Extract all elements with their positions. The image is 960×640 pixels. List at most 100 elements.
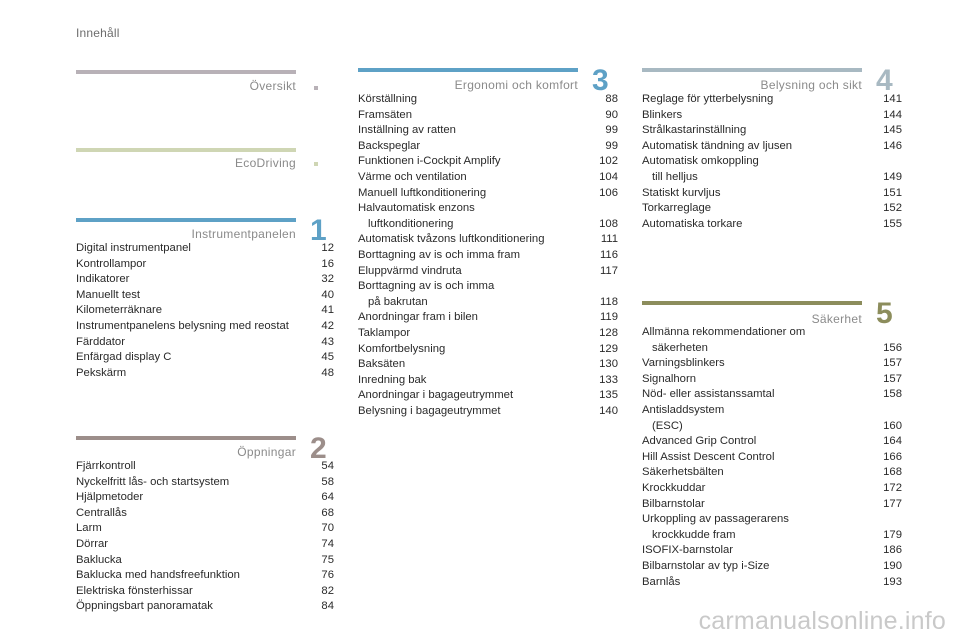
toc-entry[interactable]: Barnlås 193: [642, 575, 902, 591]
toc-entry[interactable]: Strålkastarinställning 145: [642, 123, 902, 139]
toc-entry[interactable]: Nöd- eller assistanssamtal 158: [642, 387, 902, 403]
toc-entry-title: Borttagning av is och imma fram: [358, 248, 520, 261]
toc-entry[interactable]: Hill Assist Descent Control 166: [642, 450, 902, 466]
toc-entry-label: Framsäten: [358, 108, 578, 124]
toc-entry-title: Centrallås: [76, 506, 127, 519]
toc-entry-label: Baklucka med handsfreefunktion: [76, 568, 294, 584]
toc-entry[interactable]: Automatiska torkare 155: [642, 217, 902, 233]
toc-entry[interactable]: Urkoppling av passagerarens krockkudde fr…: [642, 512, 902, 543]
toc-entry-page: 104: [599, 170, 618, 183]
toc-entry[interactable]: Färddator 43: [76, 335, 334, 351]
toc-entry[interactable]: Öppningsbart panoramatak 84: [76, 599, 334, 615]
toc-entry-page: 70: [321, 522, 334, 535]
toc-entry-label: Baksäten: [358, 357, 578, 373]
toc-entry[interactable]: Borttagning av is och imma på bakrutan 118: [358, 279, 618, 310]
toc-entry[interactable]: Inställning av ratten 99: [358, 123, 618, 139]
toc-entry-page: 158: [883, 388, 902, 401]
toc-entry[interactable]: Krockkuddar 172: [642, 481, 902, 497]
toc-entry[interactable]: Blinkers 144: [642, 108, 902, 124]
toc-entry[interactable]: Anordningar i bagageutrymmet 135: [358, 388, 618, 404]
toc-entry[interactable]: Indikatorer 32: [76, 272, 334, 288]
section-number: 4: [876, 64, 893, 97]
toc-list: Allmänna rekommendationer om säkerheten 15…: [642, 325, 902, 590]
toc-entry-page: 140: [599, 404, 618, 417]
toc-entry[interactable]: Elektriska fönsterhissar 82: [76, 584, 334, 600]
toc-entry-page: 32: [321, 273, 334, 286]
toc-entry[interactable]: Automatisk tvåzons luftkonditionering 111: [358, 232, 618, 248]
toc-entry[interactable]: Manuell luftkonditionering 106: [358, 186, 618, 202]
toc-entry[interactable]: Bilbarnstolar av typ i-Size 190: [642, 559, 902, 575]
toc-entry[interactable]: Anordningar fram i bilen 119: [358, 310, 618, 326]
toc-entry[interactable]: Dörrar 74: [76, 537, 334, 553]
toc-entry-title: Baksäten: [358, 358, 406, 371]
toc-entry[interactable]: Digital instrumentpanel 12: [76, 241, 334, 257]
toc-entry-page: 76: [321, 569, 334, 582]
toc-entry[interactable]: Backspeglar 99: [358, 139, 618, 155]
toc-entry[interactable]: Pekskärm 48: [76, 366, 334, 382]
toc-entry[interactable]: Manuellt test 40: [76, 288, 334, 304]
toc-entry[interactable]: Enfärgad display C 45: [76, 350, 334, 366]
toc-entry[interactable]: Instrumentpanelens belysning med reostat…: [76, 319, 334, 335]
section-title: Ergonomi och komfort: [454, 78, 578, 92]
toc-entry-title: Halvautomatisk enzons: [358, 202, 475, 215]
toc-entry-page: 160: [883, 419, 902, 432]
toc-entry[interactable]: Borttagning av is och imma fram 116: [358, 248, 618, 264]
toc-entry[interactable]: Taklampor 128: [358, 326, 618, 342]
toc-entry-title: Komfortbelysning: [358, 342, 446, 355]
toc-entry[interactable]: Funktionen i-Cockpit Amplify 102: [358, 154, 618, 170]
toc-entry[interactable]: Antisladdsystem (ESC) 160: [642, 403, 902, 434]
toc-entry-label: Digital instrumentpanel: [76, 241, 294, 257]
toc-entry-page: 43: [321, 335, 334, 348]
toc-entry[interactable]: Körställning 88: [358, 92, 618, 108]
toc-entry[interactable]: Baklucka med handsfreefunktion 76: [76, 568, 334, 584]
toc-entry[interactable]: Baklucka 75: [76, 553, 334, 569]
section-bar: [358, 68, 578, 72]
toc-entry-page: 190: [883, 559, 902, 572]
toc-entry[interactable]: Hjälpmetoder 64: [76, 490, 334, 506]
toc-entry[interactable]: Eluppvärmd vindruta 117: [358, 264, 618, 280]
toc-entry-title: Inredning bak: [358, 373, 427, 386]
toc-entry[interactable]: Komfortbelysning 129: [358, 342, 618, 358]
toc-entry[interactable]: Baksäten 130: [358, 357, 618, 373]
toc-entry[interactable]: Allmänna rekommendationer om säkerheten 15…: [642, 325, 902, 356]
toc-entry-page: 54: [321, 460, 334, 472]
toc-entry[interactable]: Inredning bak 133: [358, 373, 618, 389]
toc-entry[interactable]: Varningsblinkers 157: [642, 356, 902, 372]
toc-entry[interactable]: ISOFIX-barnstolar 186: [642, 543, 902, 559]
toc-entry-title: Baklucka med handsfreefunktion: [76, 569, 240, 582]
toc-entry-title: Advanced Grip Control: [642, 435, 757, 448]
toc-entry[interactable]: Reglage för ytterbelysning 141: [642, 92, 902, 108]
toc-entry-label: Komfortbelysning: [358, 342, 578, 358]
toc-entry[interactable]: Advanced Grip Control 164: [642, 434, 902, 450]
toc-entry-label: Urkoppling av passagerarens krockkudde fr…: [642, 512, 862, 543]
toc-entry-page: 193: [883, 575, 902, 588]
toc-entry[interactable]: Fjärrkontroll 54: [76, 459, 334, 475]
toc-entry[interactable]: Nyckelfritt lås- och startsystem 58: [76, 475, 334, 491]
toc-entry[interactable]: Belysning i bagageutrymmet 140: [358, 404, 618, 420]
section-belysning-och-sikt: Belysning och sikt 4 Reglage för ytterbe…: [642, 64, 902, 238]
toc-entry-title: Baklucka: [76, 553, 122, 566]
toc-entry-label: Advanced Grip Control: [642, 434, 862, 450]
toc-entry-title-continued: luftkonditionering: [368, 217, 454, 230]
toc-entry[interactable]: Statiskt kurvljus 151: [642, 186, 902, 202]
toc-entry[interactable]: Torkarreglage 152: [642, 201, 902, 217]
toc-entry[interactable]: Säkerhetsbälten 168: [642, 465, 902, 481]
toc-entry[interactable]: Automatisk omkoppling till helljus 149: [642, 154, 902, 185]
toc-entry[interactable]: Kilometerräknare 41: [76, 303, 334, 319]
toc-entry[interactable]: Kontrollampor 16: [76, 257, 334, 273]
toc-entry-page: 155: [883, 217, 902, 230]
toc-entry-title: Elektriska fönsterhissar: [76, 584, 193, 597]
toc-entry-label: Larm: [76, 521, 294, 537]
toc-entry[interactable]: Bilbarnstolar 177: [642, 497, 902, 513]
toc-entry[interactable]: Larm 70: [76, 521, 334, 537]
section-instrumentpanelen: Instrumentpanelen 1 Digital instrumentpa…: [76, 216, 334, 388]
toc-entry[interactable]: Halvautomatisk enzons luftkonditionering 1…: [358, 201, 618, 232]
toc-entry[interactable]: Automatisk tändning av ljusen 146: [642, 139, 902, 155]
section-title: Instrumentpanelen: [191, 227, 296, 241]
toc-entry[interactable]: Signalhorn 157: [642, 372, 902, 388]
toc-entry-label: Antisladdsystem (ESC): [642, 403, 862, 434]
toc-entry[interactable]: Centrallås 68: [76, 506, 334, 522]
toc-entry[interactable]: Värme och ventilation 104: [358, 170, 618, 186]
toc-entry-title: Säkerhetsbälten: [642, 466, 724, 479]
toc-entry[interactable]: Framsäten 90: [358, 108, 618, 124]
